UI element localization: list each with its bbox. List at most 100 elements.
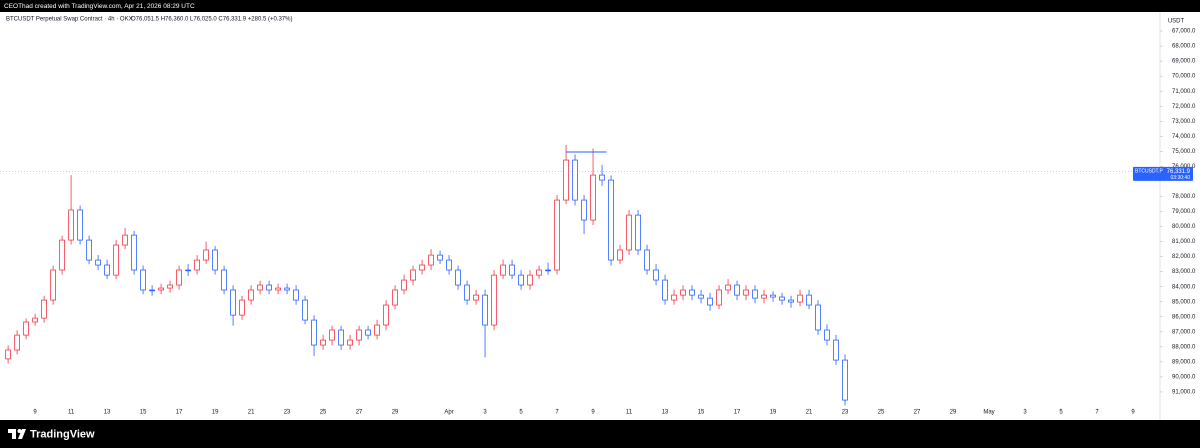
candle-body xyxy=(158,287,164,291)
candle-body xyxy=(320,339,326,346)
candle-body xyxy=(338,329,344,346)
candle-body xyxy=(680,289,686,296)
y-tick-label: 84,000.0 xyxy=(1172,284,1196,290)
candle-body xyxy=(797,294,803,303)
y-tick-label: 71,000.0 xyxy=(1172,89,1196,95)
candle-body xyxy=(833,339,839,361)
candle-body xyxy=(437,254,443,261)
x-tick-label: 23 xyxy=(284,410,291,416)
candle-body xyxy=(581,199,587,221)
candle-body xyxy=(122,234,128,246)
x-tick-label: 5 xyxy=(1059,410,1063,416)
x-tick-label: 9 xyxy=(591,410,595,416)
logo-part xyxy=(12,429,16,439)
candle-body xyxy=(572,159,578,201)
candle-body xyxy=(77,209,83,241)
x-tick-label: Apr xyxy=(444,410,453,416)
candle-body xyxy=(104,264,110,276)
x-tick-label: 19 xyxy=(770,410,777,416)
x-tick-label: 7 xyxy=(555,410,559,416)
y-tick-label: 87,000.0 xyxy=(1172,329,1196,335)
candle-body xyxy=(752,289,758,299)
brand: TradingView xyxy=(30,428,95,440)
candle-body xyxy=(248,289,254,301)
candle-body xyxy=(356,329,362,341)
x-tick-label: 15 xyxy=(140,410,147,416)
y-tick-label: 86,000.0 xyxy=(1172,314,1196,320)
candle-body xyxy=(14,334,20,351)
x-tick-label: 29 xyxy=(392,410,399,416)
x-tick-label: 17 xyxy=(176,410,183,416)
candle-body xyxy=(239,299,245,316)
candle-body xyxy=(293,289,299,301)
candle-body xyxy=(734,284,740,296)
y-tick-label: 80,000.0 xyxy=(1172,224,1196,230)
candle-body xyxy=(311,319,317,346)
candle-body xyxy=(275,287,281,291)
price-tag-countdown: 03:30:40 xyxy=(1171,175,1191,181)
candle-body xyxy=(131,234,137,271)
candle-body xyxy=(464,284,470,301)
candle-body xyxy=(824,329,830,341)
candle-body xyxy=(536,269,542,276)
x-tick-label: 25 xyxy=(320,410,327,416)
candle-body xyxy=(743,289,749,296)
candle-body xyxy=(428,254,434,266)
candle-body xyxy=(707,297,713,306)
candle-body xyxy=(203,249,209,261)
y-tick-label: 81,000.0 xyxy=(1172,239,1196,245)
candle-body xyxy=(59,239,65,271)
logo-part xyxy=(18,429,26,439)
y-tick-label: 68,000.0 xyxy=(1172,44,1196,50)
candle-body xyxy=(491,274,497,326)
candle-body xyxy=(554,199,560,271)
x-tick-label: 27 xyxy=(356,410,363,416)
currency: USDT xyxy=(1168,19,1185,25)
candle-body xyxy=(32,317,38,323)
candle-body xyxy=(176,269,182,286)
x-tick-label: May xyxy=(983,410,994,416)
x-tick-label: 21 xyxy=(806,410,813,416)
candle-body xyxy=(716,289,722,306)
candle-body xyxy=(50,269,56,301)
candle-body xyxy=(329,329,335,341)
candle-body xyxy=(140,269,146,291)
candle-body xyxy=(149,289,155,292)
candle-body xyxy=(527,274,533,286)
candle-body xyxy=(518,274,524,286)
candle-body xyxy=(545,269,551,272)
candle-body xyxy=(194,259,200,271)
x-tick-label: 25 xyxy=(878,410,885,416)
candle-body xyxy=(770,294,776,298)
x-tick-label: 11 xyxy=(626,410,633,416)
candle-body xyxy=(644,249,650,271)
y-tick-label: 78,000.0 xyxy=(1172,194,1196,200)
candle-body xyxy=(509,264,515,276)
candle-body xyxy=(635,214,641,251)
price-tag-symbol: BTCUSDT.P xyxy=(1135,169,1163,175)
candle-body xyxy=(302,299,308,321)
candle-body xyxy=(815,304,821,331)
x-tick-label: 3 xyxy=(1023,410,1027,416)
candle-body xyxy=(68,209,74,241)
y-tick-label: 67,000.0 xyxy=(1172,29,1196,35)
y-tick-label: 91,000.0 xyxy=(1172,390,1196,396)
candle-body xyxy=(626,214,632,251)
x-tick-label: 7 xyxy=(1095,410,1099,416)
ohlc-label: O76,051.5 H76,360.0 L76,025.0 C76,331.9 … xyxy=(131,17,292,23)
candle-body xyxy=(617,249,623,261)
x-tick-label: 27 xyxy=(914,410,921,416)
candle-body xyxy=(401,279,407,291)
candle-body xyxy=(842,359,848,401)
candle-body xyxy=(446,259,452,271)
candle-body xyxy=(653,269,659,281)
top-bar xyxy=(0,0,1200,12)
bottom-bar xyxy=(0,420,1200,448)
y-tick-label: 69,000.0 xyxy=(1172,59,1196,65)
candle-body xyxy=(365,329,371,336)
y-tick-label: 82,000.0 xyxy=(1172,254,1196,260)
candle-body xyxy=(608,179,614,261)
candle-body xyxy=(257,284,263,291)
x-tick-label: 13 xyxy=(662,410,669,416)
